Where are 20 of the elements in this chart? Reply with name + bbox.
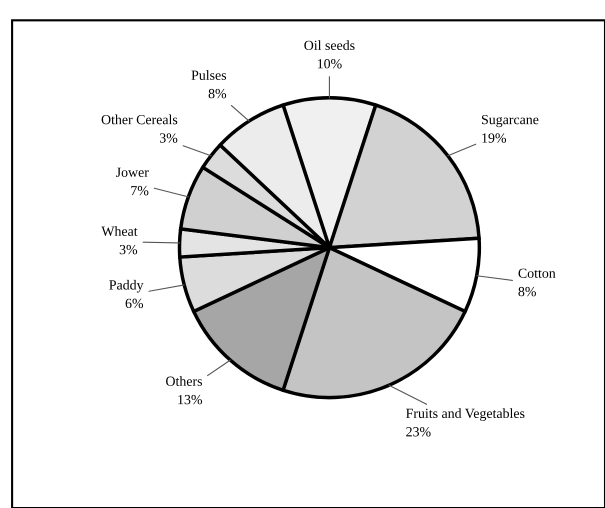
slice-label: Sugarcane bbox=[482, 114, 538, 128]
slice-label: Others bbox=[166, 376, 202, 386]
data-label: 13% bbox=[178, 394, 202, 404]
slice-label: Oil seeds bbox=[304, 40, 355, 50]
data-label: 3% bbox=[160, 133, 178, 143]
slice-label: Paddy bbox=[109, 280, 144, 293]
data-label: 7% bbox=[131, 186, 148, 196]
slice-label: Wheat bbox=[101, 226, 138, 236]
data-label: 19% bbox=[482, 133, 506, 143]
data-label: 6% bbox=[126, 298, 144, 308]
slice-label: Pulses bbox=[191, 70, 226, 80]
slice-label: Other Cereals bbox=[102, 114, 178, 124]
slice-label: Jower bbox=[116, 168, 149, 177]
slice-label: Cotton bbox=[518, 268, 556, 278]
data-label: 8% bbox=[518, 286, 536, 296]
data-label: 23% bbox=[406, 427, 431, 437]
data-label: 3% bbox=[120, 244, 138, 254]
data-label: 10% bbox=[318, 59, 342, 68]
slice-label: Fruits and Vegetables bbox=[406, 408, 524, 421]
data-label: 8% bbox=[208, 88, 226, 98]
